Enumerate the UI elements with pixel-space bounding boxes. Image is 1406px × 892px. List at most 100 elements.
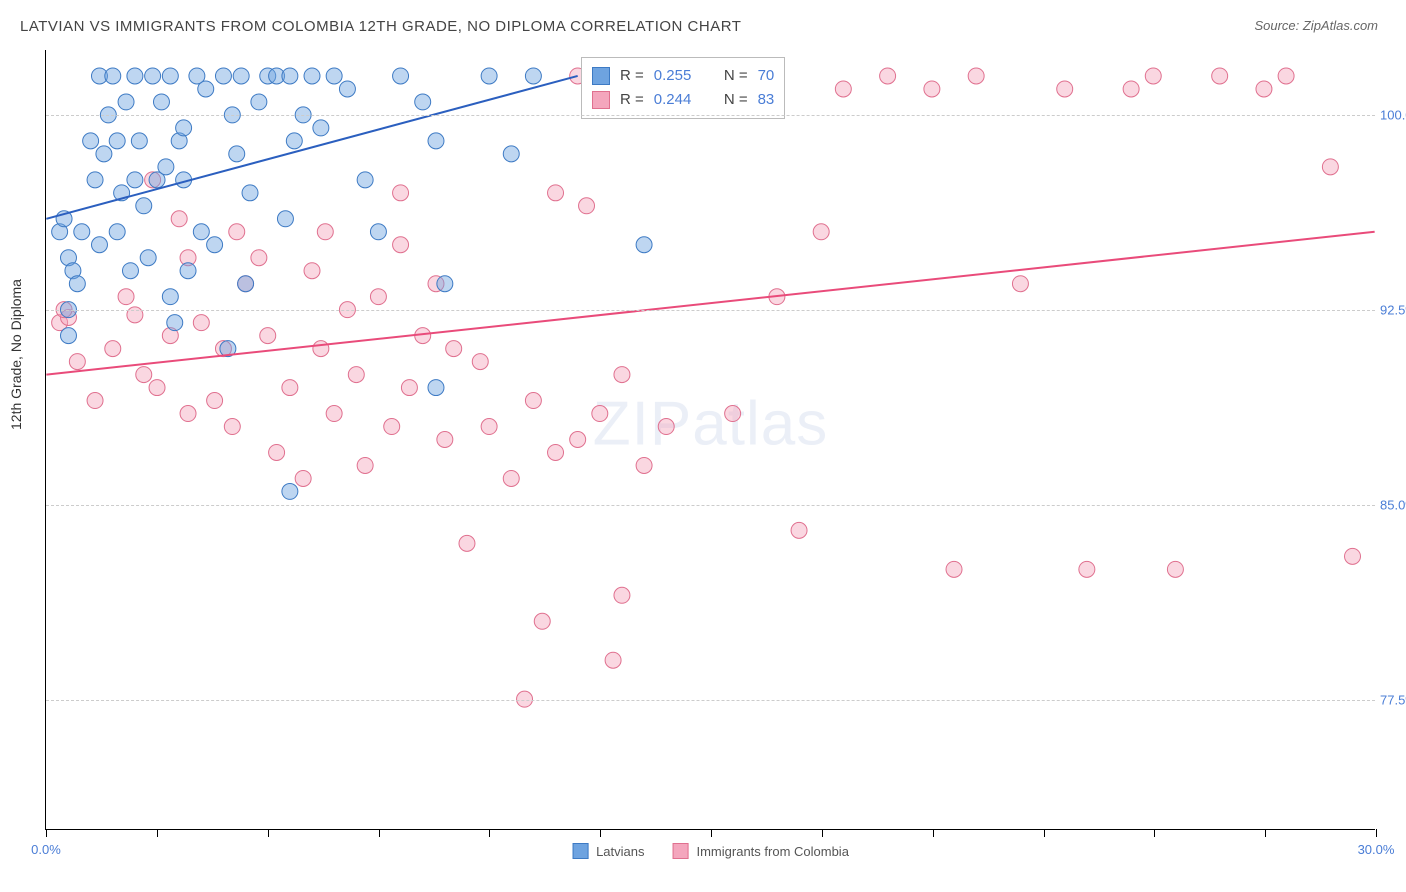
legend-n-label: N = (724, 64, 748, 88)
data-point (167, 315, 183, 331)
x-tick (268, 829, 269, 837)
data-point (1212, 68, 1228, 84)
data-point (149, 380, 165, 396)
legend-r-value: 0.244 (654, 88, 692, 112)
data-point (282, 483, 298, 499)
data-point (348, 367, 364, 383)
data-point (880, 68, 896, 84)
trend-line (46, 232, 1374, 375)
y-tick-label: 85.0% (1380, 498, 1406, 513)
data-point (1123, 81, 1139, 97)
legend-item: Latvians (572, 843, 644, 859)
data-point (87, 393, 103, 409)
x-tick (489, 829, 490, 837)
x-tick-label: 0.0% (31, 842, 61, 857)
legend-row: R = 0.255 N = 70 (592, 64, 774, 88)
data-point (109, 224, 125, 240)
data-point (326, 406, 342, 422)
data-point (251, 250, 267, 266)
legend-swatch (592, 67, 610, 85)
legend-r-value: 0.255 (654, 64, 692, 88)
data-point (636, 457, 652, 473)
data-point (193, 224, 209, 240)
data-point (459, 535, 475, 551)
data-point (118, 289, 134, 305)
legend-n-label: N = (724, 88, 748, 112)
data-point (118, 94, 134, 110)
data-point (570, 432, 586, 448)
data-point (153, 94, 169, 110)
data-point (180, 406, 196, 422)
data-point (614, 367, 630, 383)
data-point (1057, 81, 1073, 97)
data-point (525, 68, 541, 84)
data-point (207, 393, 223, 409)
data-point (317, 224, 333, 240)
data-point (481, 419, 497, 435)
data-point (269, 444, 285, 460)
data-point (74, 224, 90, 240)
data-point (968, 68, 984, 84)
data-point (286, 133, 302, 149)
data-point (238, 276, 254, 292)
series-legend: LatviansImmigrants from Colombia (572, 843, 849, 859)
data-point (122, 263, 138, 279)
data-point (127, 68, 143, 84)
data-point (145, 68, 161, 84)
data-point (304, 68, 320, 84)
y-tick-label: 92.5% (1380, 303, 1406, 318)
data-point (136, 198, 152, 214)
data-point (304, 263, 320, 279)
y-tick-label: 77.5% (1380, 693, 1406, 708)
scatter-svg (46, 50, 1375, 829)
x-tick (600, 829, 601, 837)
data-point (109, 133, 125, 149)
data-point (326, 68, 342, 84)
data-point (96, 146, 112, 162)
y-tick-label: 100.0% (1380, 108, 1406, 123)
data-point (446, 341, 462, 357)
data-point (548, 185, 564, 201)
legend-r-label: R = (620, 64, 644, 88)
data-point (534, 613, 550, 629)
data-point (260, 328, 276, 344)
gridline (46, 505, 1375, 506)
data-point (295, 470, 311, 486)
gridline (46, 115, 1375, 116)
data-point (725, 406, 741, 422)
data-point (415, 94, 431, 110)
data-point (215, 68, 231, 84)
x-tick (933, 829, 934, 837)
legend-swatch (672, 843, 688, 859)
data-point (176, 120, 192, 136)
data-point (1167, 561, 1183, 577)
data-point (1345, 548, 1361, 564)
data-point (370, 289, 386, 305)
chart-title: LATVIAN VS IMMIGRANTS FROM COLOMBIA 12TH… (20, 18, 741, 35)
x-tick (46, 829, 47, 837)
data-point (162, 289, 178, 305)
data-point (180, 263, 196, 279)
data-point (87, 172, 103, 188)
data-point (614, 587, 630, 603)
data-point (127, 172, 143, 188)
x-tick (822, 829, 823, 837)
data-point (193, 315, 209, 331)
data-point (198, 81, 214, 97)
x-tick (1044, 829, 1045, 837)
data-point (162, 68, 178, 84)
data-point (428, 380, 444, 396)
data-point (207, 237, 223, 253)
data-point (1256, 81, 1272, 97)
data-point (233, 68, 249, 84)
data-point (229, 146, 245, 162)
data-point (401, 380, 417, 396)
data-point (1012, 276, 1028, 292)
data-point (393, 68, 409, 84)
x-tick (711, 829, 712, 837)
data-point (503, 146, 519, 162)
legend-r-label: R = (620, 88, 644, 112)
plot-area: ZIPatlas R = 0.255 N = 70R = 0.244 N = 8… (45, 50, 1375, 830)
data-point (282, 380, 298, 396)
data-point (548, 444, 564, 460)
